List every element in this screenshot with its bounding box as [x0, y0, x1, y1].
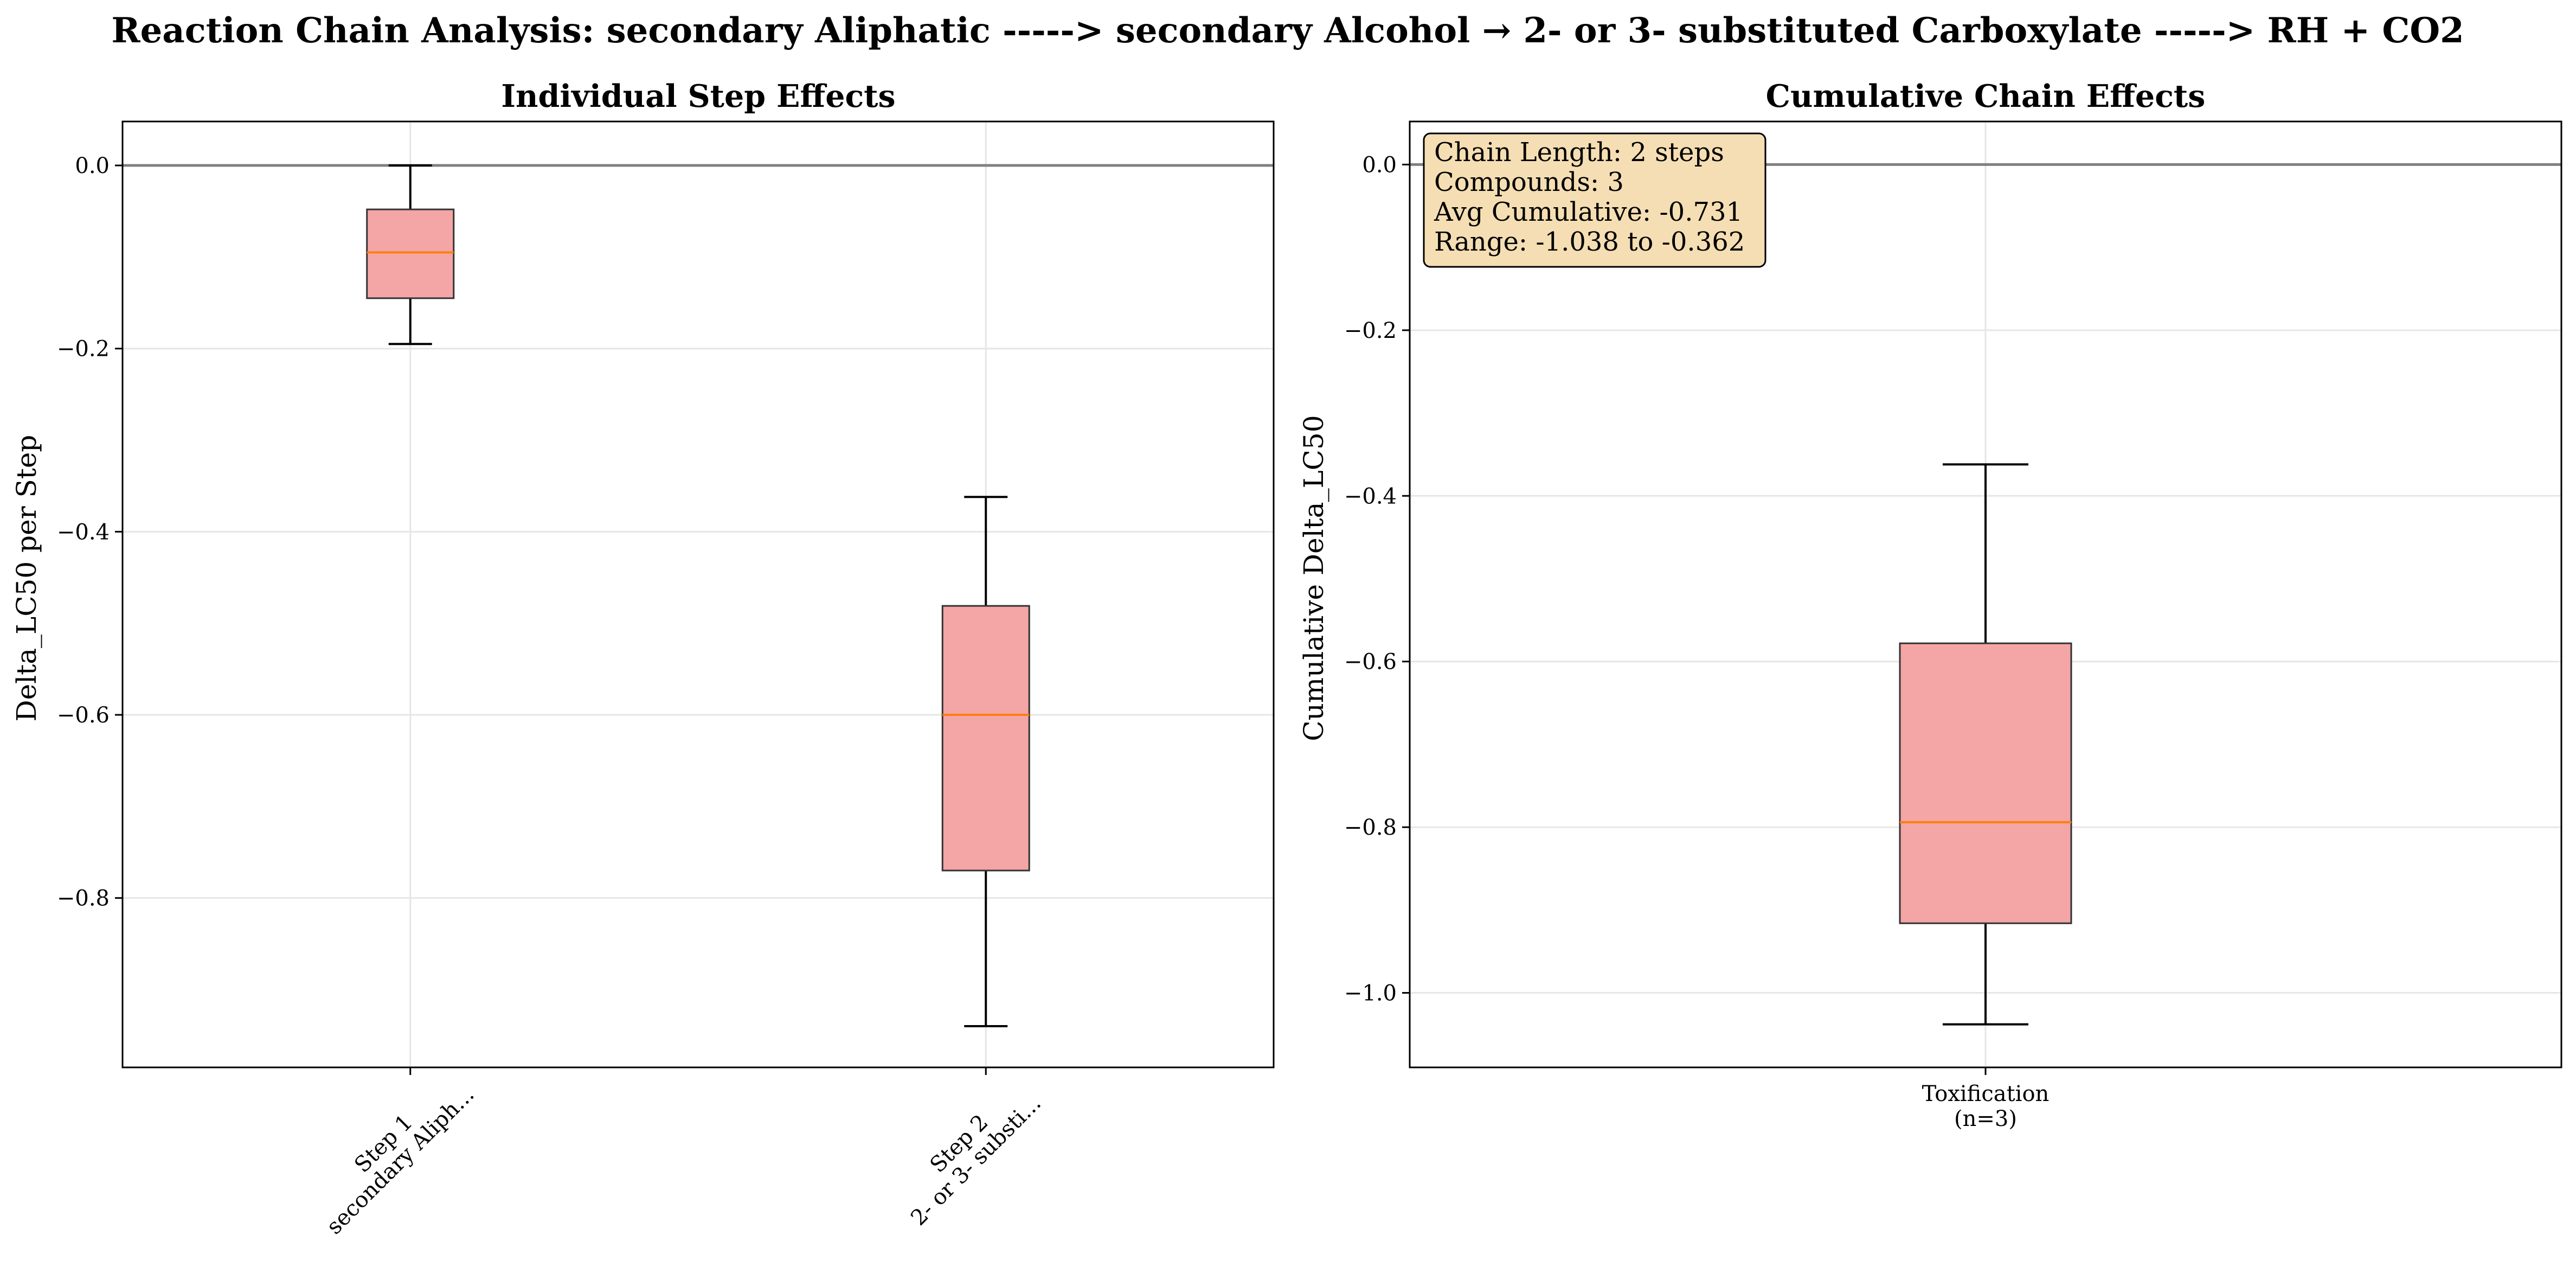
individual-step-effects-boxes: [366, 164, 1030, 1028]
y-tick-label: 0.0: [1362, 152, 1397, 177]
y-tick-label: −0.4: [1344, 484, 1397, 509]
y-tick-label: −0.4: [57, 520, 110, 545]
individual-step-effects-title: Individual Step Effects: [501, 78, 895, 114]
individual-step-effects-frame: [121, 120, 1275, 1068]
individual-step-effects-chart: Individual Step Effects Delta_LC50 per S…: [11, 78, 1275, 1239]
figure-title: Reaction Chain Analysis: secondary Aliph…: [111, 10, 2464, 51]
y-tick-label: −0.6: [57, 703, 110, 728]
individual-step-effects-y-axis: 0.0 −0.2 −0.4 −0.6 −0.8: [57, 153, 123, 911]
cumulative-chain-effects-frame: [1409, 120, 2562, 1068]
x-tick-label: Toxification (n=3): [1922, 1081, 2050, 1131]
chain-summary-box: Chain Length: 2 steps Compounds: 3 Avg C…: [1423, 132, 1766, 268]
individual-step-effects-ylabel: Delta_LC50 per Step: [11, 435, 42, 722]
individual-step-effects-grid: [123, 121, 1274, 1067]
individual-step-effects-x-axis: Step 1secondary Aliph... Step 22- or 3- s…: [305, 1065, 1046, 1239]
y-tick-label: −0.8: [57, 886, 110, 911]
cumulative-chain-effects-boxes: [1899, 463, 2072, 1026]
box-iqr: [941, 605, 1030, 872]
cumulative-chain-effects-x-axis: Toxification (n=3): [1922, 1067, 2050, 1131]
cumulative-chain-effects-title: Cumulative Chain Effects: [1766, 78, 2206, 114]
x-tick-label: Step 22- or 3- substi...: [889, 1074, 1046, 1231]
cumulative-chain-effects-ylabel: Cumulative Delta_LC50: [1298, 415, 1329, 741]
y-tick-label: −0.2: [57, 337, 110, 362]
chain-summary-line: Compounds: 3: [1434, 167, 1624, 197]
y-tick-label: −0.8: [1344, 815, 1397, 840]
y-tick-label: −0.2: [1344, 318, 1397, 343]
box-iqr: [1899, 642, 2072, 924]
y-tick-label: 0.0: [75, 153, 110, 178]
chain-summary-line: Range: -1.038 to -0.362: [1434, 227, 1745, 257]
y-tick-label: −0.6: [1344, 650, 1397, 675]
chain-summary-line: Avg Cumulative: -0.731: [1434, 197, 1743, 227]
box-iqr: [366, 208, 455, 299]
chain-summary-line: Chain Length: 2 steps: [1434, 137, 1724, 168]
cumulative-chain-effects-y-axis: 0.0 −0.2 −0.4 −0.6 −0.8 −1.0: [1344, 152, 1410, 1006]
y-tick-label: −1.0: [1344, 981, 1397, 1006]
chain-summary-background: [1423, 132, 1766, 268]
x-tick-label: Step 1secondary Aliph...: [305, 1065, 479, 1239]
cumulative-chain-effects-chart: Cumulative Chain Effects Cumulative Delt…: [1298, 78, 2562, 1131]
